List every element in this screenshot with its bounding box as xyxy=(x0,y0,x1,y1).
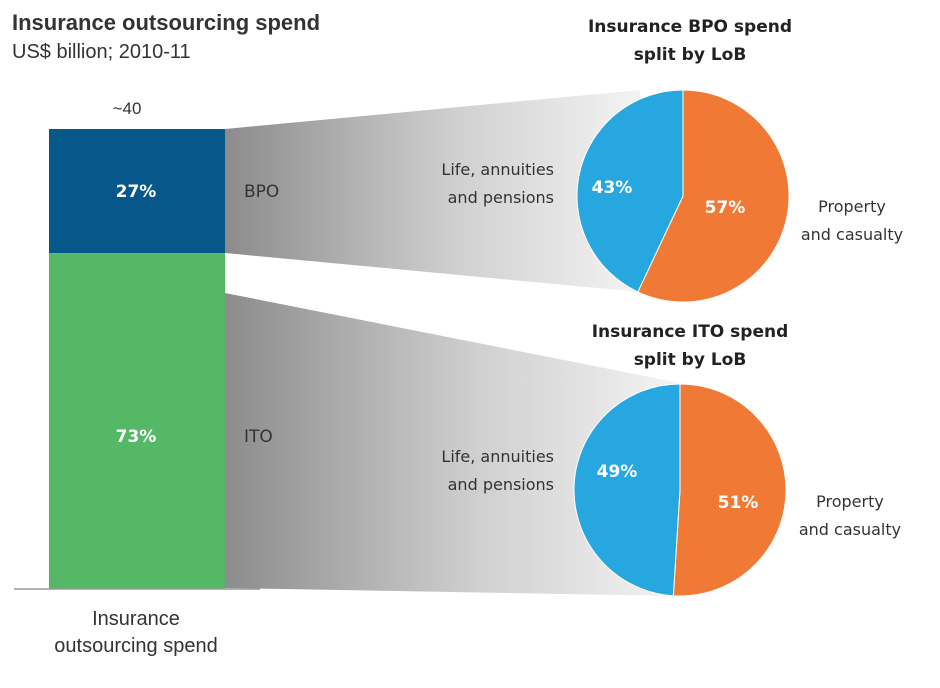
bpo-pie-slice-label-property: 57% xyxy=(705,198,746,218)
ito-pie-slice-life xyxy=(573,383,681,597)
ito-pie-title-line-2: split by LoB xyxy=(634,350,747,370)
ito-pie-legend-property-line-2: and casualty xyxy=(799,520,901,539)
ito-pie-title-line-1: Insurance ITO spend xyxy=(592,322,789,342)
bar-series-name-bpo: BPO xyxy=(244,182,279,202)
bpo-pie-slice-life xyxy=(576,89,684,293)
stacked-bar xyxy=(49,129,225,589)
ito-pie-slice-property xyxy=(672,383,787,597)
ito-pie xyxy=(573,383,787,597)
bar-segment-label-ito: 73% xyxy=(116,427,157,447)
bar-series-name-ito: ITO xyxy=(244,427,273,447)
ito-pie-legend-property-line-1: Property xyxy=(816,492,884,511)
bar-segment-ito xyxy=(49,253,225,589)
x-axis-category-line-2: outsourcing spend xyxy=(54,635,217,657)
ito-pie-legend-life-line-2: and pensions xyxy=(448,475,554,494)
bpo-pie-title-line-2: split by LoB xyxy=(634,45,747,65)
bpo-pie-legend-life-line-2: and pensions xyxy=(448,188,554,207)
bpo-pie xyxy=(576,89,790,303)
bpo-pie-legend-property-line-1: Property xyxy=(818,197,886,216)
ito-pie-slice-label-life: 49% xyxy=(597,462,638,482)
ito-pie-slice-label-property: 51% xyxy=(718,493,759,513)
chart-subtitle: US$ billion; 2010-11 xyxy=(12,41,191,63)
x-axis-category-line-1: Insurance xyxy=(92,608,180,630)
ito-connector xyxy=(225,293,680,596)
bpo-pie-slice-label-life: 43% xyxy=(592,178,633,198)
chart-title: Insurance outsourcing spend xyxy=(12,10,320,35)
bpo-pie-legend-property-line-2: and casualty xyxy=(801,225,903,244)
bpo-connector xyxy=(225,90,640,292)
bpo-pie-legend-life-line-1: Life, annuities xyxy=(441,160,554,179)
bar-segment-label-bpo: 27% xyxy=(116,182,157,202)
bpo-pie-title-line-1: Insurance BPO spend xyxy=(588,17,792,37)
ito-pie-legend-life-line-1: Life, annuities xyxy=(441,447,554,466)
bar-total-label: ~40 xyxy=(113,99,142,118)
bpo-pie-slice-property xyxy=(637,89,790,303)
bar-segment-bpo xyxy=(49,129,225,254)
